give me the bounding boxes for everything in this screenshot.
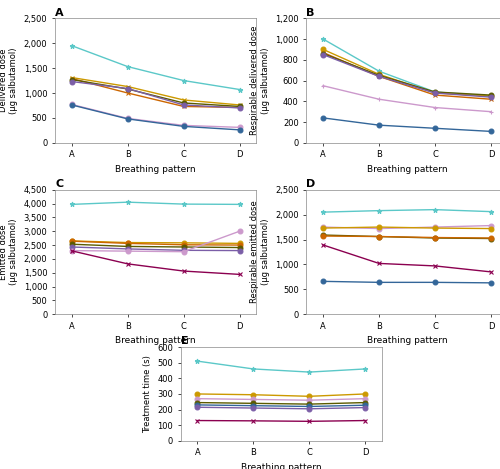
Y-axis label: Respirable emitted dose
(μg salbutamol): Respirable emitted dose (μg salbutamol): [250, 201, 270, 303]
X-axis label: Breathing pattern: Breathing pattern: [116, 165, 196, 174]
X-axis label: Breathing pattern: Breathing pattern: [366, 165, 448, 174]
X-axis label: Breathing pattern: Breathing pattern: [241, 463, 322, 469]
Text: E: E: [180, 336, 188, 346]
Y-axis label: Treatment time (s): Treatment time (s): [142, 355, 152, 433]
Y-axis label: Respirable delivered dose
(μg salbutamol): Respirable delivered dose (μg salbutamol…: [250, 26, 270, 135]
Y-axis label: Delivered dose
(μg salbutamol): Delivered dose (μg salbutamol): [0, 47, 18, 114]
Text: A: A: [55, 8, 64, 17]
Text: C: C: [55, 179, 63, 189]
Text: D: D: [306, 179, 316, 189]
X-axis label: Breathing pattern: Breathing pattern: [366, 336, 448, 346]
Text: B: B: [306, 8, 314, 17]
Y-axis label: Emitted dose
(μg salbutamol): Emitted dose (μg salbutamol): [0, 219, 18, 285]
X-axis label: Breathing pattern: Breathing pattern: [116, 336, 196, 346]
